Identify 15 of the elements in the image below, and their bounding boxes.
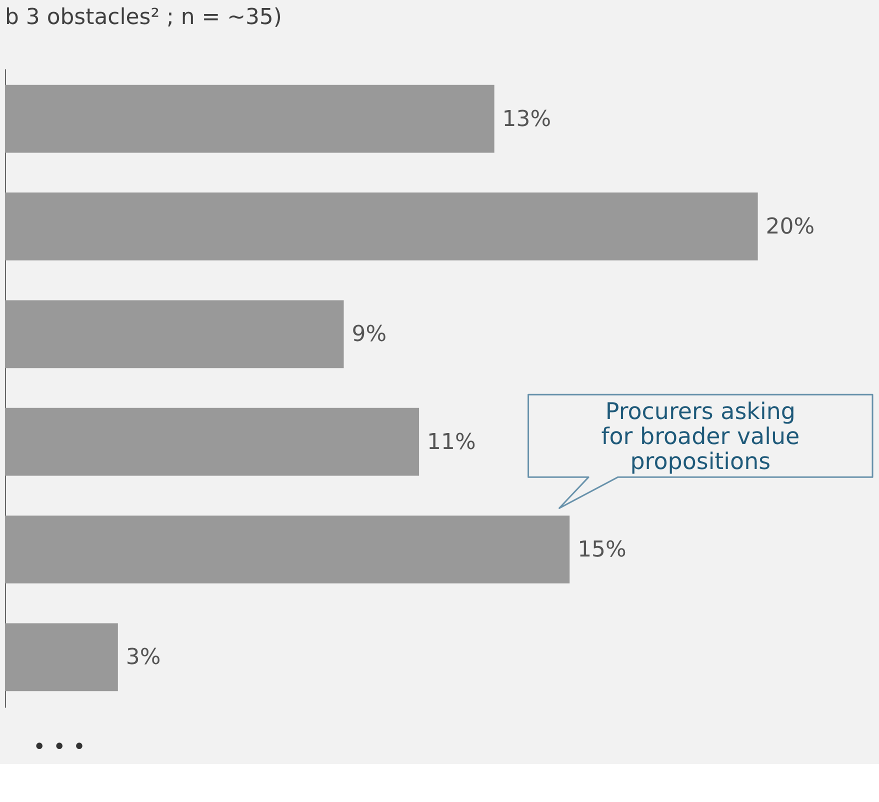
data-label: 15% — [578, 537, 626, 562]
bar — [4, 84, 494, 153]
bar — [4, 516, 570, 584]
bar — [4, 300, 344, 368]
data-label: 11% — [427, 430, 476, 455]
annotation: Procurers asking for broader value propositions — [601, 398, 800, 475]
data-label: 9% — [352, 322, 387, 348]
data-label: 13% — [502, 106, 552, 132]
data-label: 20% — [766, 214, 815, 240]
chart-title: b 3 obstacles² ; n = ~35) — [4, 4, 282, 30]
text: • • • — [32, 735, 86, 760]
bar — [4, 623, 118, 692]
bar — [4, 192, 758, 260]
data-label: 3% — [126, 645, 161, 670]
bar — [4, 408, 420, 476]
